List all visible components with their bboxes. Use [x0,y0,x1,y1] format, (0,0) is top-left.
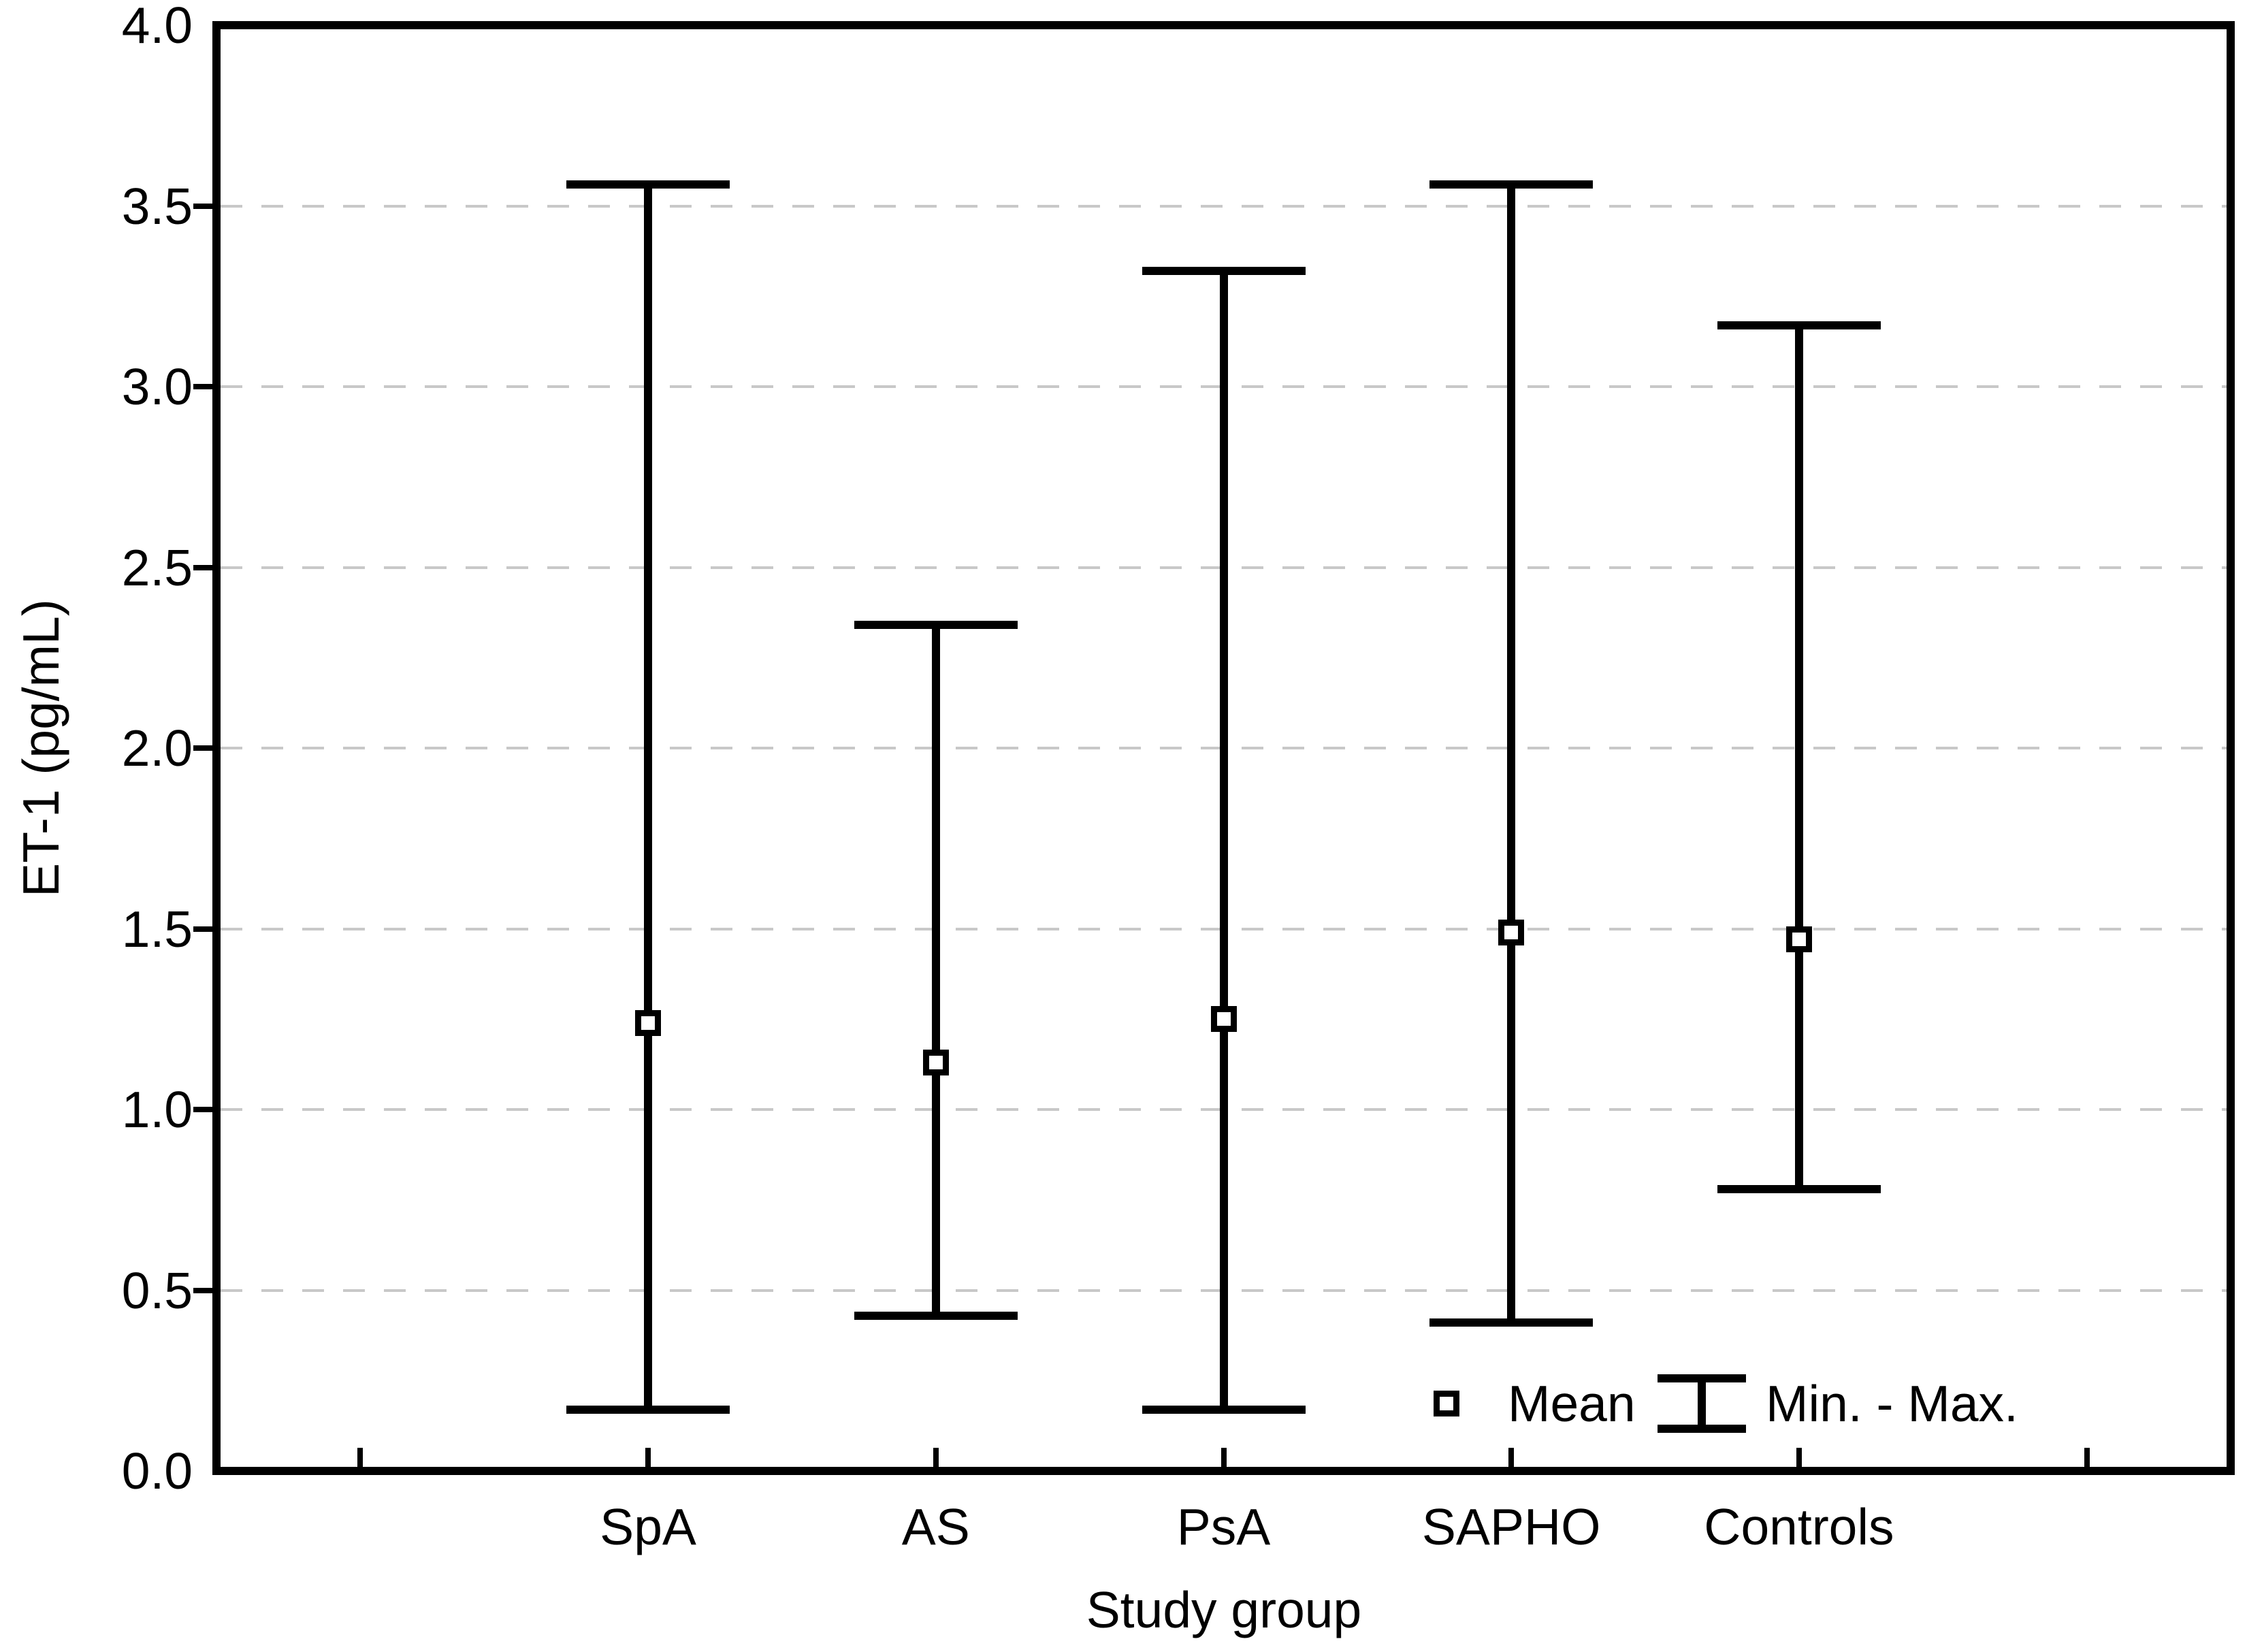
y-tick-2.5 [193,564,212,570]
whisker-line-SpA [644,184,653,1410]
y-tick-label-3.0: 3.0 [121,358,193,415]
whisker-line-PsA [1219,271,1228,1410]
gridline-3.5 [221,204,2227,208]
whisker-cap-min-SpA [566,1405,730,1414]
y-tick-label-0.5: 0.5 [121,1261,193,1319]
x-tick-1 [645,1448,651,1467]
y-tick-1.5 [193,926,212,932]
legend-minmax-label: Min. - Max. [1766,1375,2018,1432]
whisker-cap-min-PsA [1142,1405,1306,1414]
whisker-line-Controls [1794,325,1803,1189]
x-tick-label-AS: AS [901,1498,970,1555]
x-tick-2 [933,1448,939,1467]
y-tick-2.0 [193,745,212,751]
whisker-cap-max-SpA [566,180,730,189]
mean-marker-PsA [1210,1006,1237,1033]
legend-mean-marker-icon [1434,1391,1459,1416]
y-tick-3.5 [193,203,212,209]
x-tick-label-SpA: SpA [600,1498,696,1555]
whisker-cap-max-SAPHO [1429,180,1594,189]
legend-ibeam-line [1698,1378,1706,1429]
y-tick-label-3.5: 3.5 [121,177,193,235]
legend-ibeam-cap-bottom [1658,1425,1746,1433]
y-tick-label-1.0: 1.0 [121,1081,193,1138]
y-tick-3.0 [193,384,212,389]
x-tick-5 [1796,1448,1802,1467]
x-tick-6 [2084,1448,2090,1467]
y-tick-label-0.0: 0.0 [121,1442,193,1500]
mean-marker-SpA [635,1009,662,1036]
whisker-cap-max-PsA [1142,267,1306,276]
whisker-line-SAPHO [1507,184,1516,1323]
y-tick-label-4.0: 4.0 [121,0,193,54]
plot-frame [212,21,2235,1475]
mean-marker-SAPHO [1498,919,1525,945]
x-tick-label-SAPHO: SAPHO [1421,1498,1601,1555]
mean-marker-Controls [1785,926,1812,953]
whisker-cap-max-Controls [1717,321,1881,329]
whisker-cap-max-AS [854,621,1018,630]
x-tick-3 [1221,1448,1227,1467]
x-tick-4 [1508,1448,1515,1467]
x-tick-label-Controls: Controls [1704,1498,1894,1555]
y-tick-label-2.5: 2.5 [121,538,193,596]
y-tick-label-1.5: 1.5 [121,900,193,958]
whisker-cap-min-AS [854,1311,1018,1320]
x-tick-label-PsA: PsA [1176,1498,1271,1555]
legend-mean-label: Mean [1508,1375,1636,1432]
y-tick-label-2.0: 2.0 [121,719,193,777]
x-axis-title: Study group [1086,1581,1362,1638]
y-tick-1.0 [193,1107,212,1112]
x-tick-0 [357,1448,363,1467]
whisker-cap-min-Controls [1717,1184,1881,1193]
whisker-cap-min-SAPHO [1429,1318,1594,1327]
mean-marker-AS [922,1049,949,1075]
y-axis-title: ET-1 (pg/mL) [12,599,69,897]
y-tick-0.5 [193,1287,212,1293]
whisker-line-AS [931,625,940,1316]
